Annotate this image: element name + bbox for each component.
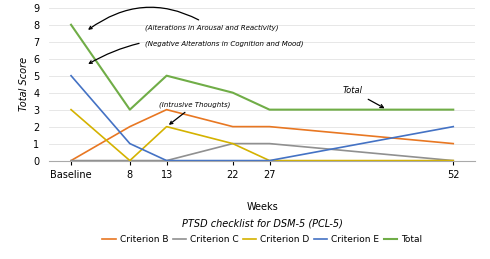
Total bbox=[267, 108, 272, 111]
Criterion C bbox=[230, 142, 236, 145]
Text: (Intrusive Thoughts): (Intrusive Thoughts) bbox=[159, 101, 231, 124]
Criterion B bbox=[127, 125, 133, 128]
Line: Criterion D: Criterion D bbox=[71, 110, 453, 161]
Criterion B bbox=[164, 108, 170, 111]
Criterion D bbox=[230, 142, 236, 145]
Criterion D bbox=[164, 125, 170, 128]
Criterion D bbox=[68, 108, 74, 111]
Total bbox=[68, 23, 74, 26]
Text: (Negative Alterations in Cognition and Mood): (Negative Alterations in Cognition and M… bbox=[89, 40, 303, 63]
Criterion D bbox=[267, 159, 272, 162]
Criterion E bbox=[127, 142, 133, 145]
Line: Criterion B: Criterion B bbox=[71, 110, 453, 161]
Criterion B bbox=[267, 125, 272, 128]
Text: Total: Total bbox=[343, 87, 384, 108]
Text: Weeks: Weeks bbox=[246, 202, 278, 212]
Criterion B bbox=[68, 159, 74, 162]
Criterion E bbox=[230, 159, 236, 162]
Line: Criterion C: Criterion C bbox=[71, 143, 453, 161]
Line: Criterion E: Criterion E bbox=[71, 76, 453, 161]
Legend: Criterion B, Criterion C, Criterion D, Criterion E, Total: Criterion B, Criterion C, Criterion D, C… bbox=[99, 232, 425, 248]
Criterion C bbox=[68, 159, 74, 162]
Total bbox=[230, 91, 236, 94]
Y-axis label: Total Score: Total Score bbox=[19, 57, 29, 111]
Total bbox=[127, 108, 133, 111]
Text: PTSD checklist for DSM-5 (PCL-5): PTSD checklist for DSM-5 (PCL-5) bbox=[182, 219, 343, 229]
Text: (Alterations in Arousal and Reactivity): (Alterations in Arousal and Reactivity) bbox=[89, 7, 278, 31]
Criterion C bbox=[267, 142, 272, 145]
Criterion E bbox=[68, 74, 74, 77]
Line: Total: Total bbox=[71, 25, 453, 110]
Total bbox=[164, 74, 170, 77]
Criterion E bbox=[267, 159, 272, 162]
Criterion D bbox=[450, 159, 456, 162]
Criterion C bbox=[450, 159, 456, 162]
Total bbox=[450, 108, 456, 111]
Criterion C bbox=[164, 159, 170, 162]
Criterion E bbox=[164, 159, 170, 162]
Criterion E bbox=[450, 125, 456, 128]
Criterion D bbox=[127, 159, 133, 162]
Criterion B bbox=[450, 142, 456, 145]
Criterion B bbox=[230, 125, 236, 128]
Criterion C bbox=[127, 159, 133, 162]
